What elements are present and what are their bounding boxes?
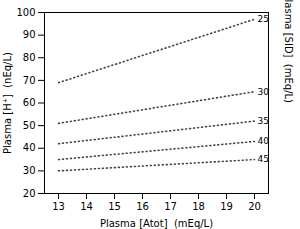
svg-text:30: 30	[23, 165, 36, 176]
svg-text:50: 50	[23, 120, 36, 131]
svg-text:90: 90	[23, 29, 36, 40]
svg-text:15: 15	[108, 201, 121, 212]
svg-text:Plasma [Atot] (mEq/L): Plasma [Atot] (mEq/L)	[100, 218, 213, 229]
svg-text:60: 60	[23, 97, 36, 108]
svg-text:16: 16	[136, 201, 149, 212]
svg-text:Plasma [SID] (mEq/L): Plasma [SID] (mEq/L)	[283, 0, 294, 103]
svg-text:25: 25	[258, 14, 269, 24]
svg-text:18: 18	[192, 201, 205, 212]
svg-text:45: 45	[258, 154, 269, 164]
svg-text:19: 19	[220, 201, 233, 212]
svg-text:Plasma [H⁺] (nEq/L): Plasma [H⁺] (nEq/L)	[2, 52, 13, 154]
svg-text:30: 30	[258, 87, 270, 97]
svg-text:14: 14	[80, 201, 93, 212]
svg-text:80: 80	[23, 52, 36, 63]
svg-text:35: 35	[258, 116, 269, 126]
svg-text:40: 40	[23, 142, 36, 153]
svg-text:17: 17	[164, 201, 177, 212]
svg-text:13: 13	[52, 201, 65, 212]
svg-text:20: 20	[23, 188, 36, 199]
svg-text:100: 100	[16, 7, 35, 18]
svg-text:40: 40	[258, 136, 270, 146]
svg-text:20: 20	[248, 201, 261, 212]
svg-text:70: 70	[23, 75, 36, 86]
